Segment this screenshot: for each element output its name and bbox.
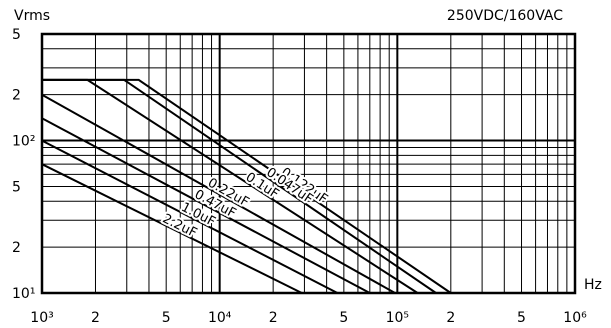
x-tick-label: 2 [91,310,100,326]
series-lines [41,78,452,294]
x-tick-label: 2 [446,310,455,326]
series-line-2.2uF [41,163,303,294]
y-tick-label: 2 [12,240,21,256]
x-axis-label: Hz [584,277,602,293]
series-line-1.0uF [41,139,338,294]
y-tick-labels: 10¹ 2 5 10² 2 5 [12,27,35,302]
y-tick-label: 5 [12,27,21,43]
x-tick-label: 10⁵ [386,310,409,326]
x-tick-label: 10³ [30,310,53,326]
y-axis-label: Vrms [14,8,50,24]
x-tick-label: 5 [339,310,348,326]
y-tick-label: 10² [12,134,35,150]
x-tick-labels: 10³ 2 5 10⁴ 2 5 10⁵ 2 5 10⁶ [30,310,587,326]
y-tick-label: 5 [12,179,21,195]
x-tick-label: 2 [269,310,278,326]
series-line-0.22uF [41,93,396,294]
x-tick-label: 10⁶ [563,310,587,326]
y-tick-label: 10¹ [12,286,35,302]
series-line-0.1uF [42,78,419,294]
x-tick-label: 5 [517,310,526,326]
y-tick-label: 2 [12,88,21,104]
chart-title: 250VDC/160VAC [447,8,563,24]
plot-frame [40,32,577,295]
x-tick-label: 5 [162,310,171,326]
x-tick-label: 10⁴ [208,310,232,326]
series-line-0.47uF [41,117,371,294]
grid [42,34,575,293]
